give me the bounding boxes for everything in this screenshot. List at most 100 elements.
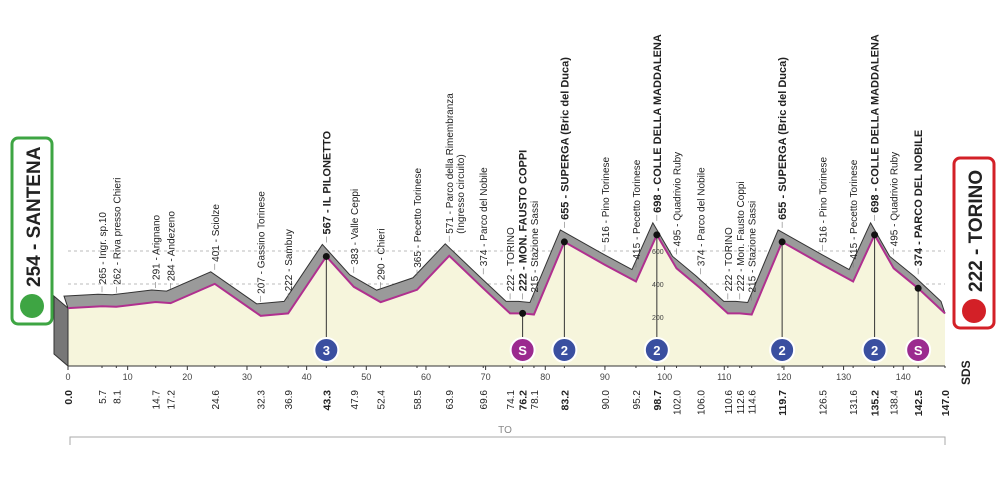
waypoint-label: 262 - Riva presso Chieri bbox=[112, 178, 123, 285]
km-label: 17.2 bbox=[167, 390, 178, 410]
badge-label: 2 bbox=[871, 343, 878, 358]
waypoint-label: 655 - SUPERGA (Bric del Duca) bbox=[777, 57, 789, 220]
km-tick-label: 30 bbox=[242, 372, 252, 382]
waypoint-label: 291 - Arignano bbox=[152, 214, 163, 279]
km-tick-label: 40 bbox=[302, 372, 312, 382]
waypoint-label: 374 - PARCO DEL NOBILE bbox=[913, 130, 925, 267]
badge-label: 2 bbox=[653, 343, 660, 358]
waypoint-label: 698 - COLLE DELLA MADDALENA bbox=[870, 34, 882, 213]
waypoint-label: 374 - Parco del Nobile bbox=[696, 167, 707, 266]
start-box bbox=[10, 136, 54, 326]
km-label: 76.2 bbox=[518, 390, 530, 411]
waypoint-label: 365 - Pecetto Torinese bbox=[413, 167, 424, 267]
waypoint-label: 207 - Gassino Torinese bbox=[257, 191, 268, 294]
route-line bbox=[67, 232, 946, 317]
waypoint-label: 215 - Stazione Sassi bbox=[748, 201, 759, 293]
waypoint-dot bbox=[871, 231, 879, 239]
km-label: 58.5 bbox=[413, 390, 424, 410]
alt-scale-label: 600 bbox=[652, 249, 664, 256]
waypoint-dot bbox=[914, 284, 922, 292]
waypoint-label: 571 - Parco della Rimembranza bbox=[445, 93, 456, 234]
km-label: 135.2 bbox=[870, 390, 882, 416]
km-label: 5.7 bbox=[98, 390, 109, 404]
km-label: 24.6 bbox=[211, 390, 222, 410]
km-label: 36.9 bbox=[284, 390, 295, 410]
km-label: 78.1 bbox=[530, 390, 541, 410]
finish-box bbox=[952, 156, 996, 330]
province-bracket bbox=[69, 436, 946, 445]
waypoint-label: 215 - Stazione Sassi bbox=[530, 201, 541, 293]
km-label: 110.6 bbox=[724, 390, 735, 415]
waypoint-label: (Ingresso circuito) bbox=[456, 154, 467, 233]
waypoint-label: 698 - COLLE DELLA MADDALENA bbox=[652, 34, 664, 213]
km-label: 83.2 bbox=[559, 390, 571, 411]
alt-scale-label: 200 bbox=[652, 315, 664, 322]
alt-scale-label: 400 bbox=[652, 282, 664, 289]
badge bbox=[643, 337, 670, 363]
waypoint-label: 567 - IL PILONETTO bbox=[321, 130, 333, 234]
km-tick-label: 140 bbox=[896, 372, 911, 382]
waypoint-label: 401 - Sciolze bbox=[211, 204, 222, 262]
start-icon bbox=[20, 294, 44, 318]
waypoint-label: 284 - Andezeno bbox=[167, 211, 178, 281]
waypoint-dot bbox=[560, 238, 568, 246]
km-label: 63.9 bbox=[445, 390, 456, 410]
badge bbox=[905, 337, 932, 363]
km-label: 14.7 bbox=[152, 390, 163, 410]
waypoint-label: 495 - Quadrivio Ruby bbox=[890, 152, 901, 247]
start-face bbox=[53, 295, 69, 368]
badge bbox=[861, 337, 888, 363]
badge-label: 3 bbox=[323, 343, 330, 358]
waypoint-label: 383 - Valle Ceppi bbox=[350, 189, 361, 265]
waypoint-label: 516 - Pino Torinese bbox=[819, 156, 830, 242]
waypoint-label: 222 - TORINO bbox=[506, 227, 517, 291]
badge bbox=[769, 337, 796, 363]
km-label: 90.0 bbox=[601, 390, 612, 410]
km-label: 0.0 bbox=[63, 390, 75, 405]
km-tick-label: 100 bbox=[657, 372, 672, 382]
waypoint-label: 290 - Chieri bbox=[377, 228, 388, 280]
km-label: 69.6 bbox=[479, 390, 490, 410]
km-tick-label: 90 bbox=[600, 372, 610, 382]
km-label: 102.0 bbox=[673, 390, 684, 415]
badge bbox=[551, 337, 578, 363]
waypoint-label: 374 - Parco del Nobile bbox=[479, 167, 490, 266]
waypoint-label: 222 - Sambuy bbox=[284, 229, 295, 291]
km-tick-label: 130 bbox=[836, 372, 851, 382]
km-tick-label: 80 bbox=[540, 372, 550, 382]
km-label: 131.6 bbox=[849, 390, 860, 415]
finish-label: 222 - TORINO bbox=[966, 170, 987, 292]
km-tick-label: 60 bbox=[421, 372, 431, 382]
badge bbox=[313, 337, 340, 363]
brand: SDS bbox=[959, 360, 973, 385]
waypoint-dot bbox=[322, 252, 330, 260]
waypoint-label: 495 - Quadrivio Ruby bbox=[673, 152, 684, 247]
km-tick-label: 70 bbox=[481, 372, 491, 382]
km-tick-label: 10 bbox=[123, 372, 133, 382]
km-tick-label: 110 bbox=[717, 372, 731, 382]
finish-icon bbox=[962, 299, 986, 323]
km-label: 138.4 bbox=[890, 390, 901, 415]
waypoint-label: 222 - TORINO bbox=[724, 227, 735, 291]
km-tick-label: 50 bbox=[361, 372, 371, 382]
km-label: 106.0 bbox=[696, 390, 707, 415]
km-label: 8.1 bbox=[112, 390, 123, 404]
province: TO bbox=[498, 425, 512, 436]
waypoint-label: 265 - Ingr. sp.10 bbox=[98, 212, 109, 285]
km-label: 114.6 bbox=[748, 390, 759, 415]
km-label: 43.3 bbox=[321, 390, 333, 411]
start-label: 254 - SANTENA bbox=[24, 146, 45, 287]
km-label: 112.6 bbox=[736, 390, 747, 415]
km-tick-label: 120 bbox=[776, 372, 791, 382]
waypoint-label: 516 - Pino Torinese bbox=[601, 156, 612, 242]
km-label: 32.3 bbox=[257, 390, 268, 410]
badge-label: S bbox=[914, 343, 923, 358]
waypoint-label: 222 - Mon. Fausto Coppi bbox=[736, 181, 747, 291]
km-label: 119.7 bbox=[777, 390, 789, 416]
km-label: 142.5 bbox=[913, 390, 925, 416]
km-label: 74.1 bbox=[506, 390, 517, 410]
waypoint-label: 655 - SUPERGA (Bric del Duca) bbox=[559, 57, 571, 220]
waypoint-label: 222 - MON. FAUSTO COPPI bbox=[518, 150, 530, 292]
km-label: 98.7 bbox=[652, 390, 664, 411]
